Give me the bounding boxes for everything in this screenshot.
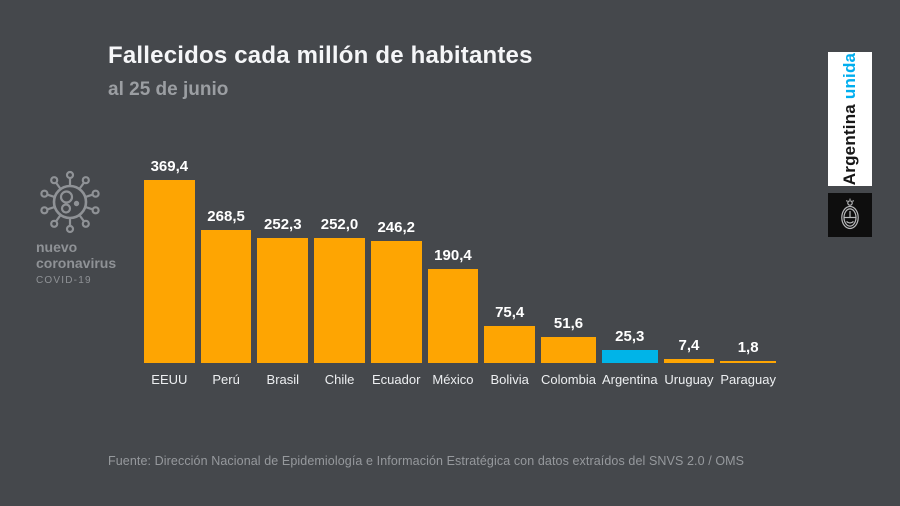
bar-chart: 369,4 EEUU 268,5 Perú 252,3 Brasil 252,0 Chile 2… [144,148,776,388]
bar [314,238,365,363]
header: Fallecidos cada millón de habitantes al … [108,42,533,101]
bar-value-label: 246,2 [377,219,415,236]
bar-category-label: Uruguay [664,372,714,387]
chart-column-méxico: 190,4 México [427,148,479,388]
bar [601,350,658,363]
page-title: Fallecidos cada millón de habitantes [108,42,533,69]
bar [257,238,309,363]
bar [200,230,252,363]
bar-category-label: EEUU [151,372,188,387]
chart-column-chile: 252,0 Chile [314,148,365,388]
bar-category-label: Argentina [601,372,658,387]
coat-of-arms-box [828,193,872,237]
source-note: Fuente: Dirección Nacional de Epidemiolo… [108,454,745,468]
bar-value-label: 252,0 [320,216,359,233]
bar-value-label: 75,4 [495,304,525,321]
bar-category-label: Ecuador [372,372,421,387]
bar [427,269,479,363]
chart-column-colombia: 51,6 Colombia [541,148,596,388]
bar-category-label: Chile [324,372,355,387]
argentina-unida-banner: Argentina unida [828,52,872,186]
bar-category-label: Perú [212,372,240,387]
logo-text: nuevo coronavirus [36,239,128,271]
chart-column-bolivia: 75,4 Bolivia [484,148,536,388]
logo-line2: coronavirus [36,254,117,271]
bar-value-label: 252,3 [264,216,302,233]
bar [484,326,536,363]
coat-of-arms-icon [841,198,859,230]
bar [663,359,715,363]
bar-category-label: México [432,372,474,387]
banner-text: Argentina unida [840,53,860,185]
chart-column-brasil: 252,3 Brasil [257,148,309,388]
bar [144,180,195,363]
bar-value-label: 190,4 [434,247,472,264]
page-subtitle: al 25 de junio [108,79,229,100]
bar [541,337,596,363]
bar [720,361,776,363]
chart-column-perú: 268,5 Perú [200,148,252,388]
bar-value-label: 51,6 [553,315,584,332]
chart-column-eeuu: 369,4 EEUU [144,148,195,388]
chart-column-paraguay: 1,8 Paraguay [720,148,776,388]
bar [370,241,422,363]
virus-icon [40,170,100,234]
bar-category-label: Colombia [541,372,596,387]
bar-value-label: 268,5 [207,208,245,225]
coronavirus-logo: nuevo coronavirus COVID-19 [28,166,128,286]
bar-value-label: 369,4 [150,158,189,175]
banner-word-unida: unida [840,52,860,100]
chart-column-uruguay: 7,4 Uruguay [663,148,715,388]
bar-category-label: Paraguay [720,372,776,387]
chart-column-ecuador: 246,2 Ecuador [370,148,422,388]
logo-line1: nuevo [36,239,78,255]
logo-covid-label: COVID-19 [36,275,92,287]
bar-value-label: 25,3 [615,328,645,345]
bar-value-label: 7,4 [678,337,700,354]
bar-category-label: Bolivia [490,372,529,387]
bar-category-label: Brasil [266,372,300,387]
chart-column-argentina: 25,3 Argentina [601,148,658,388]
banner-word-argentina: Argentina [840,104,860,186]
bar-value-label: 1,8 [737,339,759,356]
